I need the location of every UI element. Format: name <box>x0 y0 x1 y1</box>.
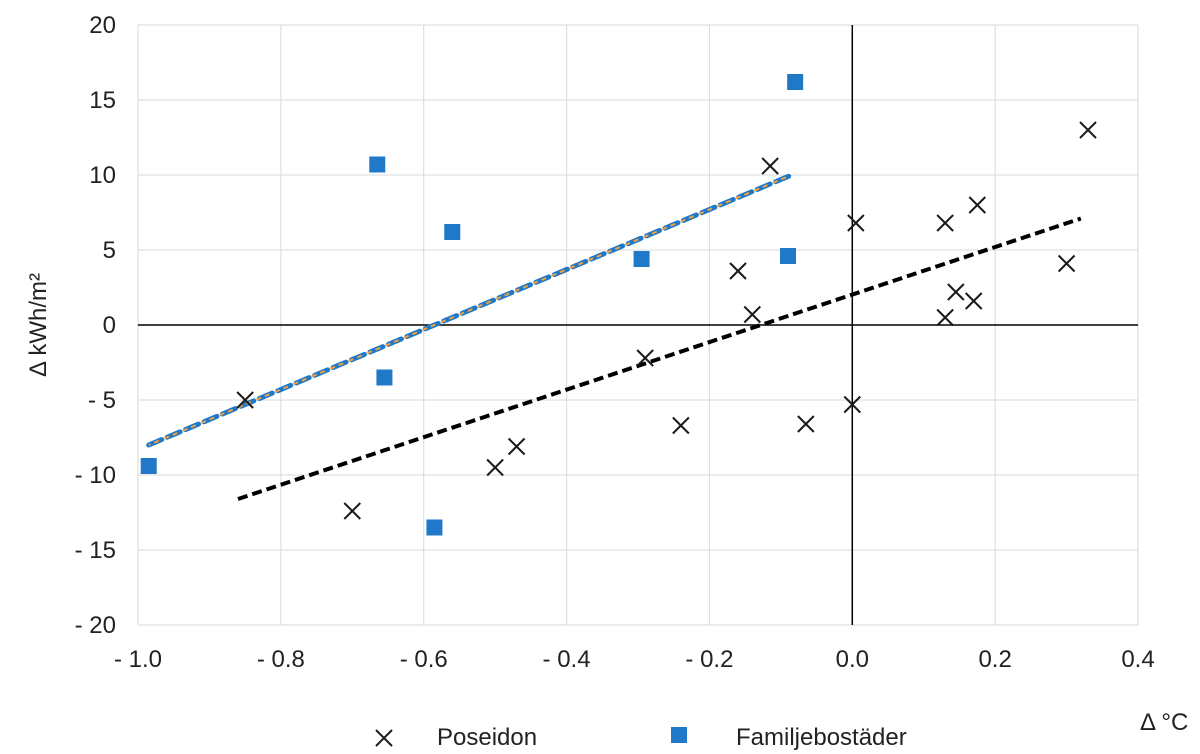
x-marker-stroke <box>968 196 986 214</box>
y-tick-label: 15 <box>89 87 116 114</box>
point-poseidon <box>486 458 504 477</box>
point-poseidon <box>965 292 983 310</box>
y-axis-title: Δ kWh/m² <box>25 273 52 377</box>
point-poseidon <box>761 157 779 175</box>
point-familjebostader <box>376 369 393 386</box>
legend-item-poseidon: Poseidon <box>375 724 537 751</box>
x-marker-stroke <box>1079 121 1097 139</box>
point-poseidon <box>1079 121 1097 139</box>
x-marker-stroke <box>843 395 861 414</box>
x-tick-label: 0.0 <box>836 646 869 673</box>
point-poseidon <box>507 437 526 456</box>
point-familjebostader <box>426 519 443 536</box>
point-poseidon <box>729 262 747 280</box>
point-poseidon <box>743 305 761 324</box>
x-marker-stroke <box>236 391 254 409</box>
legend-label-familjebostader: Familjebostäder <box>736 724 907 751</box>
point-poseidon <box>1057 254 1076 273</box>
point-familjebostader <box>633 251 650 267</box>
legend-marker-x <box>375 729 393 747</box>
y-tick-label: 0 <box>103 312 116 339</box>
x-tick-label: 0.4 <box>1121 646 1154 673</box>
legend-label-poseidon: Poseidon <box>437 724 537 751</box>
x-tick-labels: - 1.0 - 0.8 - 0.6 - 0.4 - 0.2 0.0 0.2 0.4 <box>114 646 1155 673</box>
y-tick-labels: 20 15 10 5 0 - 5 - 10 - 15 - 20 <box>75 12 116 639</box>
legend-x-glyph <box>375 729 393 747</box>
point-poseidon <box>636 349 654 367</box>
point-poseidon <box>847 214 865 232</box>
y-tick-label: - 5 <box>88 387 116 414</box>
point-poseidon <box>947 283 965 301</box>
axes <box>138 25 1138 625</box>
x-tick-label: - 0.4 <box>543 646 591 673</box>
x-marker-stroke <box>375 729 393 747</box>
x-marker-stroke <box>507 437 526 456</box>
point-poseidon <box>968 196 986 214</box>
point-familjebostader <box>787 74 804 90</box>
x-tick-label: - 0.2 <box>685 646 733 673</box>
x-marker-stroke <box>743 305 761 324</box>
point-poseidon <box>343 502 361 520</box>
point-familjebostader <box>444 224 461 240</box>
point-poseidon <box>936 308 954 327</box>
point-familjebostader <box>369 156 386 173</box>
point-poseidon <box>843 395 861 414</box>
x-tick-label: - 1.0 <box>114 646 162 673</box>
y-tick-label: - 15 <box>75 537 116 564</box>
x-marker-stroke <box>729 262 747 280</box>
x-marker-stroke <box>1057 254 1076 273</box>
y-tick-label: 5 <box>103 237 116 264</box>
x-tick-label: - 0.8 <box>257 646 305 673</box>
point-poseidon <box>672 416 690 435</box>
x-marker-stroke <box>343 502 361 520</box>
x-marker-stroke <box>761 157 779 175</box>
legend-marker-square <box>671 727 687 743</box>
trendline-poseidon <box>237 216 1082 501</box>
x-marker-stroke <box>936 214 954 232</box>
point-poseidon <box>236 391 254 409</box>
legend-item-familjebostader: Familjebostäder <box>671 724 907 751</box>
x-marker-stroke <box>486 458 504 477</box>
y-tick-label: 10 <box>89 162 116 189</box>
y-tick-label: - 20 <box>75 612 116 639</box>
x-tick-label: 0.2 <box>978 646 1011 673</box>
x-marker-stroke <box>847 214 865 232</box>
x-axis-title: Δ °C <box>1140 709 1188 736</box>
point-poseidon <box>797 415 815 433</box>
x-marker-stroke <box>797 415 815 433</box>
point-poseidon <box>936 214 954 232</box>
y-tick-label: 20 <box>89 12 116 39</box>
x-marker-stroke <box>672 416 690 435</box>
data-points <box>140 74 1097 536</box>
trendline-accent <box>148 174 792 446</box>
x-marker-stroke <box>947 283 965 301</box>
x-marker-stroke <box>636 349 654 367</box>
point-familjebostader <box>780 248 796 264</box>
legend: Poseidon Familjebostäder <box>375 724 907 751</box>
x-marker-stroke <box>936 308 954 327</box>
trendlines <box>146 172 1082 501</box>
y-tick-label: - 10 <box>75 462 116 489</box>
x-marker-stroke <box>965 292 983 310</box>
x-tick-label: - 0.6 <box>400 646 448 673</box>
point-familjebostader <box>140 458 157 474</box>
